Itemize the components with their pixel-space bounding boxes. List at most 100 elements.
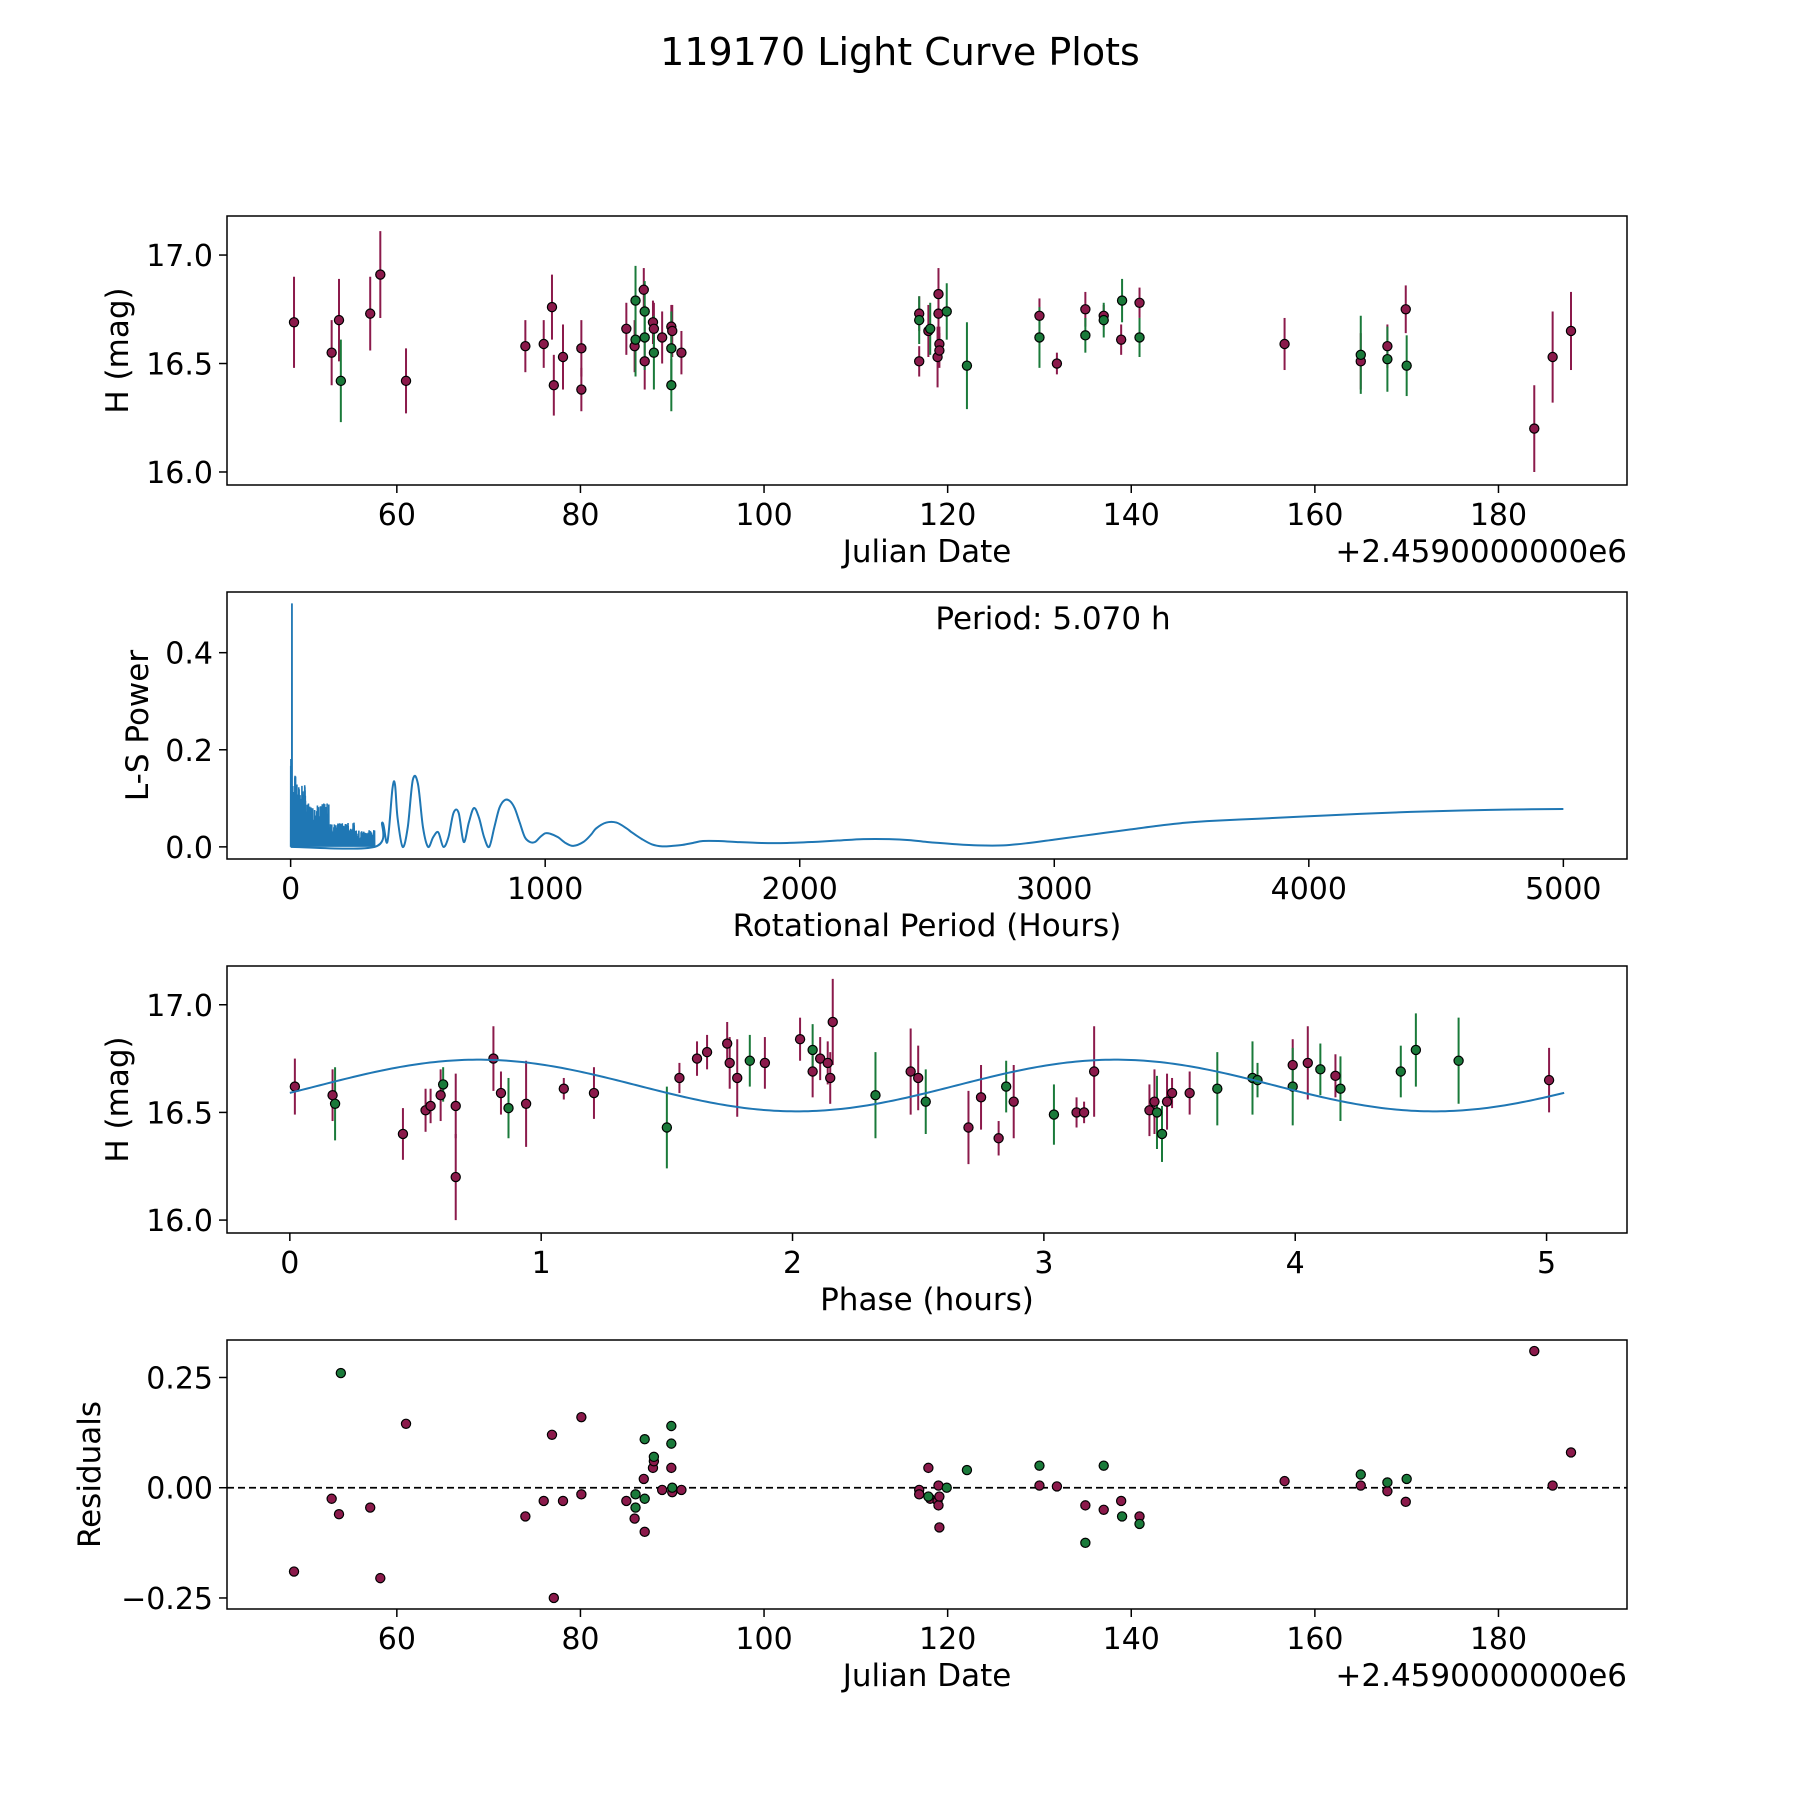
lightcurve-point xyxy=(1547,351,1558,363)
lightcurve-point xyxy=(630,334,641,345)
phased-point xyxy=(807,1066,818,1077)
phased-point xyxy=(721,1038,733,1049)
lightcurve-xtick-label: 140 xyxy=(1103,498,1160,533)
lightcurve-xtick-label: 80 xyxy=(561,498,599,533)
periodogram-ytick-label: 0.2 xyxy=(165,734,213,769)
lightcurve-xtick-label: 60 xyxy=(378,498,416,533)
phased-point xyxy=(1166,1087,1178,1099)
phased-point xyxy=(1287,1059,1298,1071)
lightcurve-point xyxy=(288,317,300,328)
phased-point xyxy=(1048,1109,1060,1120)
periodogram-xlabel: Rotational Period (Hours) xyxy=(733,908,1122,944)
residuals-point xyxy=(1400,1496,1411,1508)
phased-xtick-label: 3 xyxy=(1034,1246,1053,1281)
phased-point xyxy=(327,1089,338,1101)
lightcurve-point xyxy=(1116,295,1128,306)
residuals-point xyxy=(923,1491,934,1502)
phased-ytick-label: 17.0 xyxy=(146,989,213,1024)
phased-point xyxy=(691,1053,703,1064)
residuals-point xyxy=(1098,1460,1109,1471)
phased-point xyxy=(905,1066,916,1077)
lightcurve-point xyxy=(656,332,668,343)
phased-point xyxy=(1151,1107,1163,1118)
phased-point xyxy=(1184,1087,1195,1099)
residuals-point xyxy=(576,1489,587,1500)
lightcurve-xtick-label: 160 xyxy=(1286,498,1343,533)
residuals-point xyxy=(667,1482,678,1493)
phased-point xyxy=(1453,1055,1464,1066)
residuals-point xyxy=(1115,1495,1127,1507)
lightcurve-xlabel: Julian Date xyxy=(841,534,1012,570)
phased-point xyxy=(975,1092,987,1103)
residuals-xtick-label: 140 xyxy=(1103,1622,1160,1657)
phased-point xyxy=(397,1128,409,1140)
phased-point xyxy=(732,1072,743,1084)
lightcurve-x-offset: +2.4590000000e6 xyxy=(1335,534,1627,570)
residuals-point xyxy=(913,1489,925,1500)
residuals-point xyxy=(676,1484,687,1496)
residuals-point xyxy=(1529,1345,1540,1357)
residuals-point xyxy=(648,1451,660,1463)
phased-point xyxy=(1543,1074,1555,1086)
phased-point xyxy=(437,1079,449,1090)
periodogram-line xyxy=(290,774,1564,850)
residuals-ytick-label: 0.00 xyxy=(146,1472,213,1507)
lightcurve-point xyxy=(1098,314,1109,326)
residuals-point xyxy=(546,1429,558,1441)
lightcurve-ytick-label: 16.5 xyxy=(146,348,213,383)
phased-point xyxy=(1335,1083,1346,1094)
phased-point xyxy=(1078,1107,1090,1118)
residuals-xtick-label: 80 xyxy=(561,1622,599,1657)
periodogram-dense-line xyxy=(289,603,376,847)
phased-point xyxy=(1008,1096,1019,1107)
lightcurve-point xyxy=(1382,353,1393,365)
figure-title: 119170 Light Curve Plots xyxy=(660,30,1140,74)
phased-xtick-label: 0 xyxy=(280,1246,299,1281)
phased-point xyxy=(488,1053,499,1064)
lightcurve-point xyxy=(1529,423,1540,434)
lightcurve-point xyxy=(1401,360,1412,371)
periodogram-xtick-label: 3000 xyxy=(1016,872,1092,907)
lightcurve-point xyxy=(548,380,560,391)
periodogram-xtick-label: 2000 xyxy=(762,872,838,907)
lightcurve-point xyxy=(639,306,650,317)
residuals-point xyxy=(1565,1447,1577,1458)
residuals-point xyxy=(629,1513,640,1524)
phased-point xyxy=(963,1122,974,1133)
phased-point xyxy=(825,1072,836,1084)
residuals-point xyxy=(365,1502,376,1513)
residuals-point xyxy=(326,1493,337,1504)
periodogram-ylabel: L-S Power xyxy=(120,650,156,801)
lightcurve-point xyxy=(648,347,660,358)
residuals-point xyxy=(1080,1537,1091,1549)
lightcurve-ytick-label: 16.0 xyxy=(146,456,213,491)
phased-point xyxy=(724,1057,735,1069)
residuals-point xyxy=(1279,1475,1290,1487)
lightcurve-point xyxy=(648,323,660,335)
lightcurve-point xyxy=(335,375,347,387)
residuals-point xyxy=(630,1489,641,1500)
phased-point xyxy=(701,1046,713,1058)
residuals-point xyxy=(1355,1469,1366,1480)
residuals-x-offset: +2.4590000000e6 xyxy=(1335,1658,1627,1694)
phased-xtick-label: 2 xyxy=(783,1246,802,1281)
phased-point xyxy=(1149,1096,1160,1107)
period-annotation: Period: 5.070 h xyxy=(935,601,1170,637)
lightcurve-point xyxy=(1115,334,1127,345)
residuals-point xyxy=(1134,1518,1145,1530)
lightcurve-point xyxy=(1080,330,1091,341)
residuals-point xyxy=(1034,1480,1045,1491)
phased-point xyxy=(425,1100,436,1112)
phased-xlabel: Phase (hours) xyxy=(820,1282,1034,1318)
phased-point xyxy=(920,1096,931,1107)
phased-point xyxy=(1161,1096,1173,1107)
phased-point xyxy=(1395,1066,1406,1077)
lightcurve-point xyxy=(666,343,677,354)
phased-point xyxy=(1212,1083,1223,1094)
residuals-point xyxy=(335,1367,347,1379)
lightcurve-point xyxy=(375,269,386,280)
residuals-frame xyxy=(226,1339,1628,1610)
lightcurve-point xyxy=(538,338,549,350)
lightcurve-panel: Julian Date H (mag) +2.4590000000e6 60 80… xyxy=(100,215,1628,570)
